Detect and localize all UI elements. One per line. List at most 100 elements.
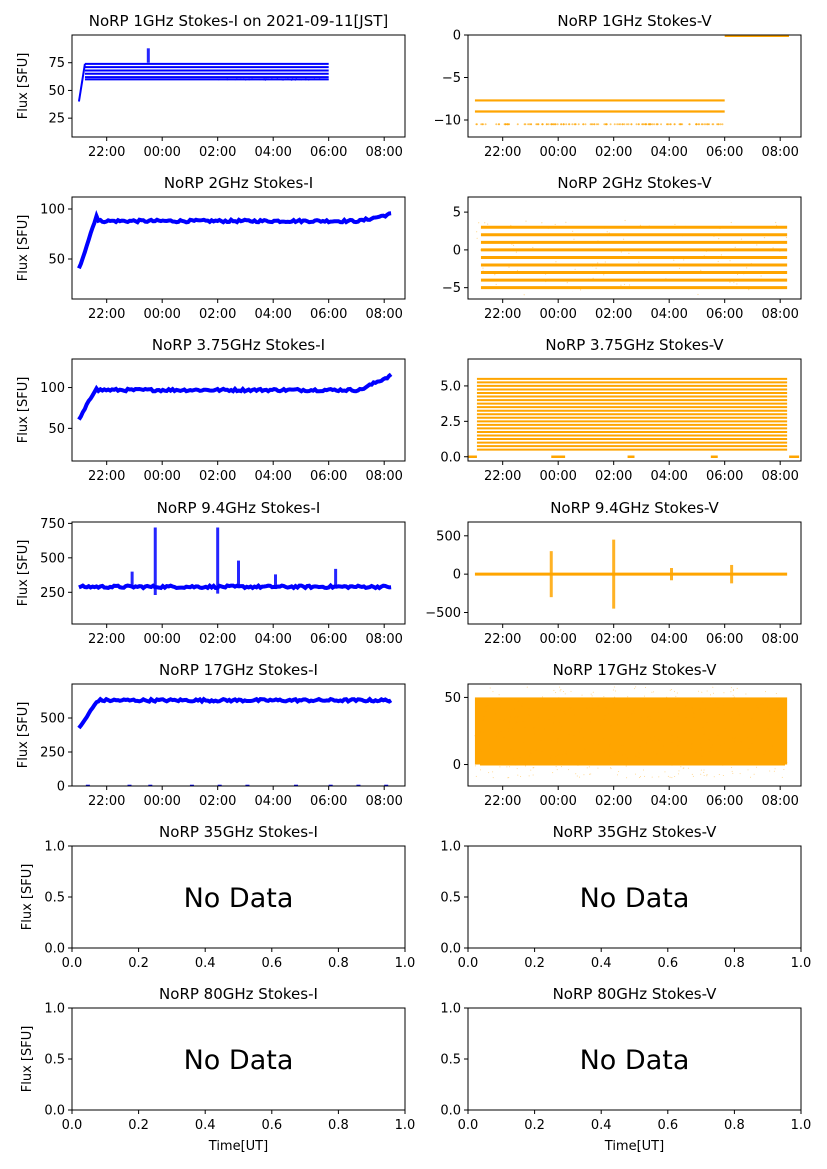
data-point [751,718,753,720]
axes-frame [467,196,802,300]
data-point [559,690,561,692]
data-point [540,740,542,742]
data-point [747,769,749,771]
data-point [561,740,563,742]
data-point [480,227,482,229]
data-point [262,78,264,81]
data-point [747,737,749,739]
data-point [285,78,287,80]
data-point [772,746,774,748]
x-tick-label: 08:00 [761,794,798,809]
data-point [478,723,480,725]
data-point [697,293,699,296]
data-point [476,231,478,233]
data-point [597,767,599,769]
data-point [625,753,627,755]
data-point [492,777,494,779]
panel-title: NoRP 35GHz Stokes-I [159,823,318,841]
data-point [677,736,679,738]
data-point [245,79,247,81]
data-point [736,273,739,276]
data-point [712,744,714,746]
data-point [592,277,594,280]
data-series [476,219,788,296]
data-point [511,727,513,729]
data-point [738,714,740,716]
panel-1: NoRP 1GHz Stokes-V 22:00 00:00 02:00 04:00 06… [434,12,802,160]
data-point [717,735,719,737]
data-point [644,761,646,763]
x-tick-label: 02:00 [199,145,236,160]
data-point [528,722,530,724]
x-tick-label: 06:00 [706,469,743,484]
data-point [734,734,736,736]
data-point [294,79,296,81]
x-tick-label: 22:00 [484,145,521,160]
x-tick-label: 02:00 [199,632,236,647]
data-point [714,740,716,742]
data-point [480,249,482,251]
data-point [552,123,555,126]
panel-title: NoRP 80GHz Stokes-V [553,985,718,1003]
data-point [657,739,659,741]
data-point [639,726,641,728]
data-point [578,776,580,778]
panel-title: NoRP 1GHz Stokes-V [557,12,712,30]
data-point [596,698,598,700]
data-point [710,747,712,749]
y-tick-label: 0.5 [440,891,461,906]
data-point [634,234,636,236]
x-tick-label: 22:00 [88,145,125,160]
data-point [614,750,616,752]
x-tick-label: 08:00 [365,469,402,484]
data-point [532,246,534,249]
data-point [644,686,646,688]
y-tick-label: 0 [453,758,461,773]
data-point [590,123,593,126]
data-point [271,77,273,79]
data-point [504,123,507,126]
data-point [267,78,269,80]
data-point [660,123,663,126]
y-tick-label: 1.0 [44,1002,65,1017]
data-point [524,765,526,767]
data-point [729,748,731,750]
axes-frame [71,1007,406,1111]
data-point [547,227,549,229]
data-point [723,742,725,744]
data-point [571,230,574,232]
data-point [770,732,772,734]
data-point [685,716,687,718]
x-tick-label: 06:00 [706,307,743,322]
data-point [679,699,681,701]
no-data-label: No Data [580,1045,690,1076]
data-point [750,698,752,700]
data-point [751,717,753,719]
data-point [625,765,627,767]
data-point [609,725,611,727]
data-point [648,225,650,227]
data-point [583,226,585,229]
data-point [756,244,758,246]
x-axis-label: Time[UT] [604,1139,664,1154]
data-point [485,706,487,708]
data-point [633,710,635,712]
data-point [750,263,752,265]
y-tick-label: 0 [57,780,65,795]
data-point [638,724,640,726]
data-point [635,686,637,688]
x-tick-label: 02:00 [595,469,632,484]
data-point [611,271,613,273]
data-point [495,735,497,737]
data-point [517,716,519,718]
data-point [641,123,644,126]
panel-title: NoRP 35GHz Stokes-V [553,823,718,841]
x-tick-label: 1.0 [791,1118,812,1133]
data-point [489,687,491,689]
data-point [662,745,664,747]
x-tick-label: 22:00 [484,794,521,809]
y-tick-label: 500 [40,712,65,727]
data-point [626,711,628,713]
data-point [709,751,711,753]
data-point [669,689,671,691]
